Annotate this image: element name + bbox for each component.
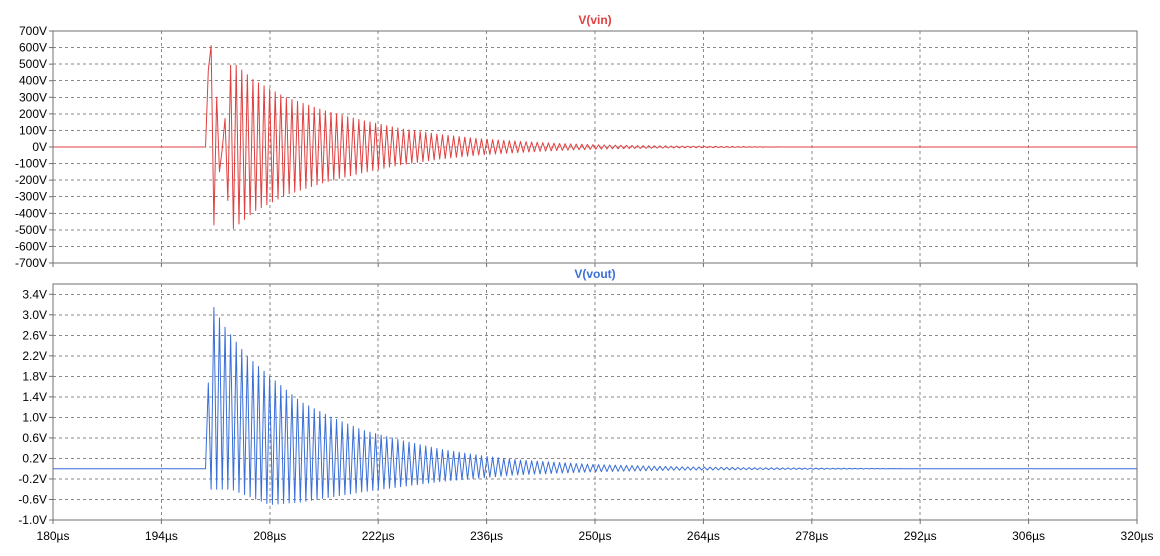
vout-ytick-label: 1.8V bbox=[22, 369, 47, 383]
time-tick-label: 320µs bbox=[1121, 529, 1154, 543]
vout-ytick-label: 2.6V bbox=[22, 328, 47, 342]
vin-ytick-label: 400V bbox=[19, 74, 47, 88]
time-tick-label: 306µs bbox=[1012, 529, 1045, 543]
time-tick-label: 292µs bbox=[904, 529, 937, 543]
vout-ytick-label: 3.4V bbox=[22, 287, 47, 301]
vin-ytick-label: 0V bbox=[32, 140, 47, 154]
vout-ytick-label: -0.6V bbox=[18, 492, 47, 506]
vin-plot-pane[interactable]: V(vin) 700V 600V 500V 400V 300V 200V 100V 0V -100… bbox=[15, 13, 1138, 270]
vout-trace-title[interactable]: V(vout) bbox=[574, 267, 615, 281]
vin-ytick-label: -700V bbox=[15, 256, 47, 270]
time-axis: 180µs 194µs 208µs 222µs 236µs 250µs 264µs 278µs… bbox=[37, 529, 1154, 543]
time-tick-label: 194µs bbox=[145, 529, 178, 543]
vout-ytick-label: 1.4V bbox=[22, 390, 47, 404]
time-tick-label: 180µs bbox=[37, 529, 70, 543]
vout-ytick-label: 0.6V bbox=[22, 431, 47, 445]
vin-ytick-label: 500V bbox=[19, 57, 47, 71]
time-tick-label: 278µs bbox=[795, 529, 828, 543]
vin-ytick-label: -600V bbox=[15, 239, 47, 253]
vout-ytick-label: 1.0V bbox=[22, 410, 47, 424]
vin-ytick-label: 300V bbox=[19, 90, 47, 104]
time-tick-label: 208µs bbox=[253, 529, 286, 543]
vout-ytick-label: -1.0V bbox=[18, 513, 47, 527]
vin-ytick-label: 600V bbox=[19, 41, 47, 55]
vout-ytick-label: 2.2V bbox=[22, 349, 47, 363]
vin-ytick-label: -300V bbox=[15, 190, 47, 204]
time-tick-label: 236µs bbox=[470, 529, 503, 543]
vout-ytick-label: 0.2V bbox=[22, 451, 47, 465]
time-tick-label: 264µs bbox=[687, 529, 720, 543]
vin-ytick-label: 200V bbox=[19, 107, 47, 121]
time-tick-label: 250µs bbox=[579, 529, 612, 543]
vin-ytick-label: 700V bbox=[19, 24, 47, 38]
vin-ytick-label: 100V bbox=[19, 123, 47, 137]
vin-ytick-label: -200V bbox=[15, 173, 47, 187]
vin-ytick-label: -500V bbox=[15, 223, 47, 237]
vin-ytick-label: -100V bbox=[15, 157, 47, 171]
vout-plot-frame bbox=[52, 283, 1138, 521]
vout-trace-line[interactable] bbox=[53, 306, 1137, 505]
vout-ytick-label: 3.0V bbox=[22, 308, 47, 322]
time-tick-label: 222µs bbox=[362, 529, 395, 543]
vin-trace-line[interactable] bbox=[53, 45, 1137, 230]
vout-ytick-label: -0.2V bbox=[18, 472, 47, 486]
vin-ytick-label: -400V bbox=[15, 206, 47, 220]
vin-plot-frame bbox=[52, 30, 1138, 264]
vin-trace-title[interactable]: V(vin) bbox=[578, 13, 611, 27]
vout-plot-pane[interactable]: V(vout) 3.4V 3.0V 2.6V 2.2V 1.8V 1.4V 1.0V 0.6V 0… bbox=[18, 267, 1138, 527]
